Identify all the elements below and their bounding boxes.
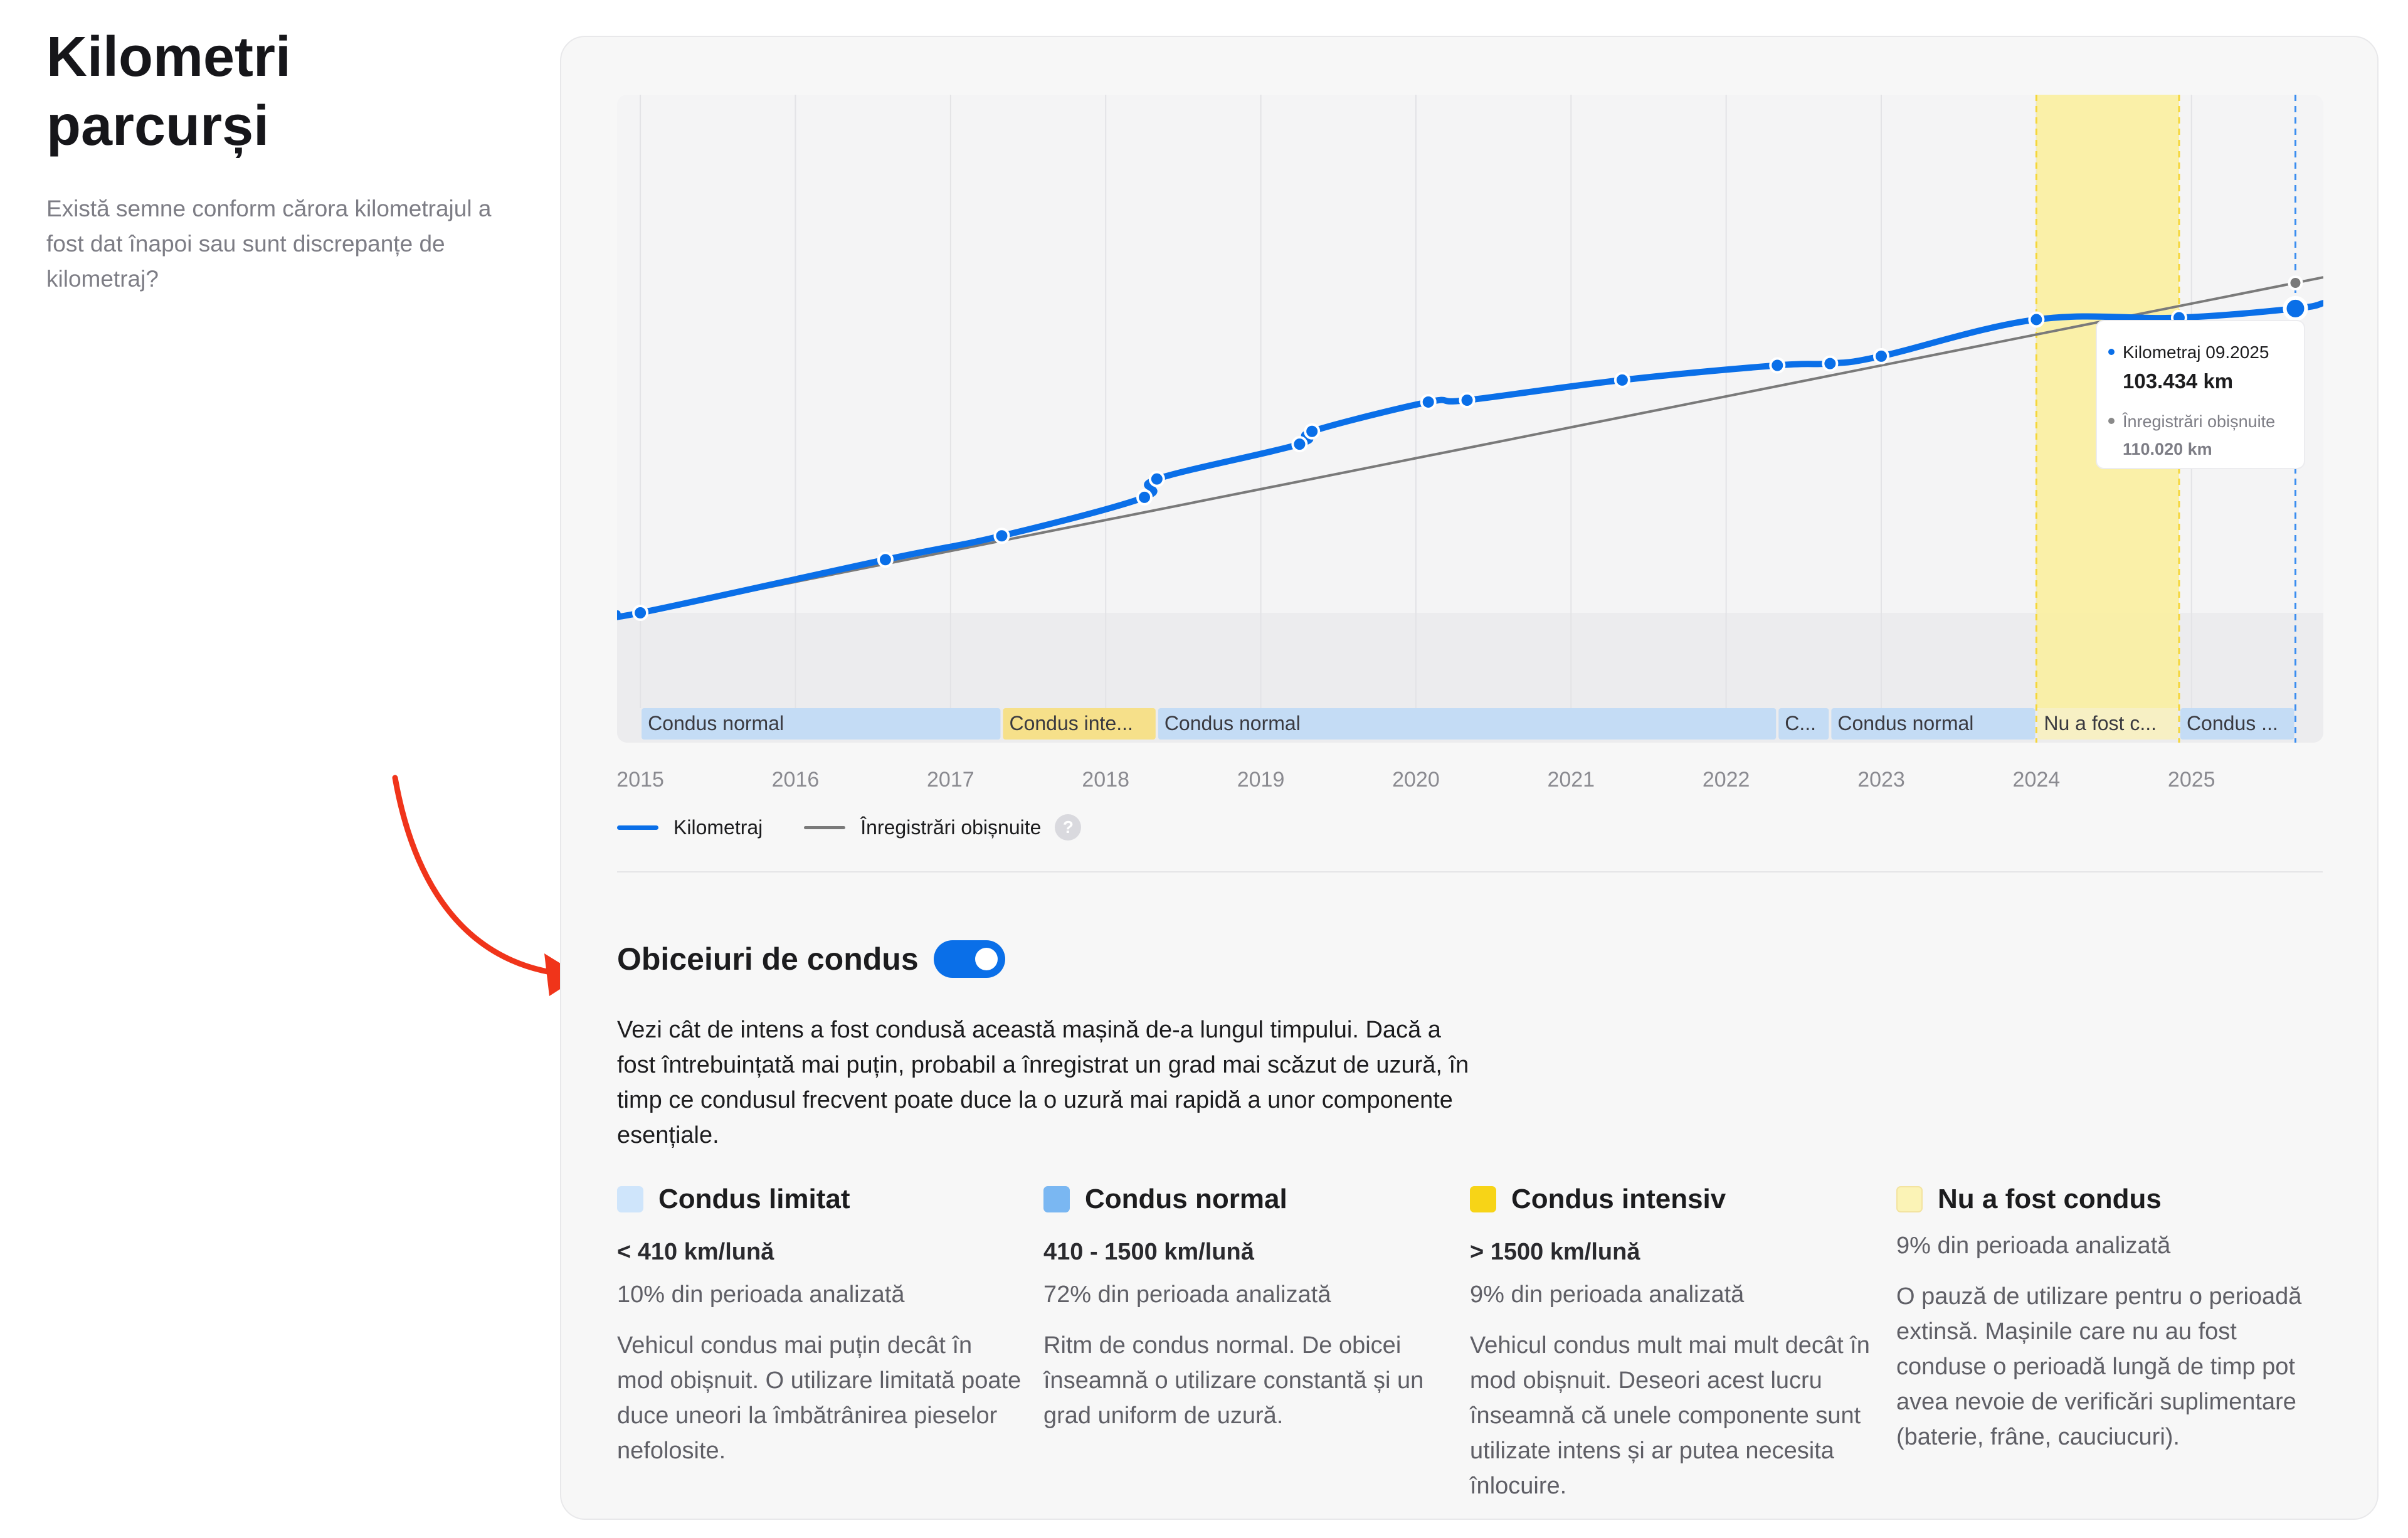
data-point <box>1459 392 1476 409</box>
data-point <box>1873 347 1890 364</box>
habits-toggle[interactable] <box>933 940 1005 978</box>
habit-category-description: Vehicul condus mult mai mult decât în mo… <box>1470 1332 1870 1499</box>
period-band <box>1158 708 1777 740</box>
data-point <box>993 528 1010 544</box>
habit-category: Condus intensiv > 1500 km/lună 9% din peri… <box>1470 1180 1896 1504</box>
tooltip-expected-value: 110.020 km <box>2123 440 2212 459</box>
habit-category-title: Condus normal <box>1085 1184 1287 1214</box>
legend-swatch-mileage <box>617 825 658 830</box>
habit-category-share: 9% din perioada analizată <box>1896 1233 2171 1259</box>
period-label: C... <box>1785 712 1816 735</box>
habit-categories: Condus limitat < 410 km/lună 10% din perio… <box>617 1180 2323 1504</box>
x-tick-label: 2019 <box>1237 768 1285 792</box>
data-point <box>2028 311 2045 328</box>
data-point <box>1822 355 1839 372</box>
x-tick-label: 2025 <box>2168 768 2215 792</box>
series-expected-line <box>640 276 2323 614</box>
tooltip-dot-mileage <box>2108 349 2115 355</box>
chart-legend: Kilometraj Înregistrări obișnuite ? <box>617 814 1082 841</box>
tooltip-mileage-value: 103.434 km <box>2123 369 2233 393</box>
period-label: Condus normal <box>648 712 784 735</box>
mileage-card: Condus normal Condus inte... Condus normal… <box>560 36 2379 1520</box>
period-band <box>642 708 1001 740</box>
data-point <box>632 605 649 621</box>
habit-category-title: Condus limitat <box>658 1184 850 1214</box>
x-tick-label: 2018 <box>1082 768 1129 792</box>
habit-category-description: Ritm de condus normal. De obicei înseamn… <box>1043 1332 1424 1429</box>
expected-point <box>2288 275 2303 290</box>
habit-category-share: 72% din perioada analizată <box>1043 1281 1331 1308</box>
period-label: Condus ... <box>2187 712 2278 735</box>
habit-category-range: < 410 km/lună <box>617 1239 774 1265</box>
callout-arrow-icon <box>392 775 581 996</box>
legend-item-mileage[interactable]: Kilometraj <box>617 816 763 839</box>
habit-color-swatch <box>617 1186 643 1212</box>
habit-color-swatch <box>1043 1186 1070 1212</box>
period-label: Condus inte... <box>1009 712 1133 735</box>
page-subtitle: Există semne conform cărora kilometrajul… <box>46 196 492 292</box>
help-icon[interactable]: ? <box>1055 814 1082 841</box>
habits-header: Obiceiuri de condus <box>617 940 1005 978</box>
mileage-chart[interactable]: Condus normal Condus inte... Condus normal… <box>561 37 2380 815</box>
habits-description: Vezi cât de intens a fost condusă aceast… <box>617 1017 1469 1148</box>
habit-category-share: 10% din perioada analizată <box>617 1281 905 1308</box>
habit-category: Nu a fost condus 9% din perioada analizat… <box>1896 1180 2323 1504</box>
habit-category-header: Nu a fost condus <box>1896 1180 2323 1219</box>
legend-swatch-expected <box>804 825 846 829</box>
habit-category-range: 410 - 1500 km/lună <box>1043 1239 1254 1265</box>
toggle-knob <box>974 948 998 970</box>
period-label: Condus normal <box>1837 712 1973 735</box>
legend-label-expected: Înregistrări obișnuite <box>860 815 1042 839</box>
period-band <box>1003 708 1156 740</box>
habit-category-range: > 1500 km/lună <box>1470 1239 1640 1265</box>
data-point <box>2283 295 2308 321</box>
habit-category: Condus limitat < 410 km/lună 10% din perio… <box>617 1180 1043 1504</box>
habit-color-swatch <box>1896 1186 1923 1212</box>
divider <box>617 871 2323 872</box>
habit-category: Condus normal 410 - 1500 km/lună 72% din p… <box>1043 1180 1470 1504</box>
chart-tooltip: Kilometraj 09.2025 103.434 km Înregistrări… <box>2096 320 2305 469</box>
habit-category-header: Condus limitat <box>617 1180 1043 1219</box>
data-point <box>877 551 894 568</box>
habit-category-header: Condus normal <box>1043 1180 1470 1219</box>
habit-category-title: Nu a fost condus <box>1938 1184 2162 1214</box>
x-tick-label: 2023 <box>1857 768 1905 792</box>
tooltip-expected-label: Înregistrări obișnuite <box>2122 411 2275 431</box>
tooltip-mileage-label: Kilometraj 09.2025 <box>2123 342 2269 362</box>
page-title: Kilometri parcurși <box>46 26 292 157</box>
period-band <box>1778 708 1829 740</box>
data-point <box>1769 357 1786 374</box>
period-label: Condus normal <box>1164 712 1301 735</box>
tooltip-box <box>2096 320 2305 469</box>
data-point <box>1304 423 1321 440</box>
legend-item-expected[interactable]: Înregistrări obișnuite ? <box>804 814 1082 841</box>
habit-category-description: Vehicul condus mai puțin decât în mod ob… <box>617 1332 1022 1464</box>
x-tick-label: 2022 <box>1703 768 1750 792</box>
data-point <box>1148 470 1165 487</box>
period-band <box>1831 708 2036 740</box>
data-point <box>1420 393 1437 410</box>
data-point <box>1291 436 1308 453</box>
period-label: Nu a fost c... <box>2044 712 2157 735</box>
habit-category-header: Condus intensiv <box>1470 1180 1896 1219</box>
x-tick-label: 2020 <box>1392 768 1440 792</box>
habit-category-title: Condus intensiv <box>1511 1184 1726 1214</box>
x-tick-label: 2016 <box>772 768 820 792</box>
legend-label-mileage: Kilometraj <box>673 815 763 839</box>
habit-category-description: O pauză de utilizare pentru o perioadă e… <box>1896 1283 2302 1450</box>
data-point <box>1136 489 1153 506</box>
period-band <box>2180 708 2294 740</box>
habits-title: Obiceiuri de condus <box>617 941 919 977</box>
x-tick-label: 2017 <box>927 768 974 792</box>
tooltip-dot-expected <box>2108 418 2115 424</box>
period-band <box>2037 708 2178 740</box>
habit-color-swatch <box>1470 1186 1496 1212</box>
x-tick-label: 2021 <box>1547 768 1595 792</box>
plot-area: Condus normal Condus inte... Condus normal… <box>617 95 2323 743</box>
data-point <box>1613 371 1630 388</box>
x-tick-label: 2015 <box>616 768 664 792</box>
x-tick-label: 2024 <box>2013 768 2061 792</box>
habit-category-share: 9% din perioada analizată <box>1470 1281 1745 1308</box>
